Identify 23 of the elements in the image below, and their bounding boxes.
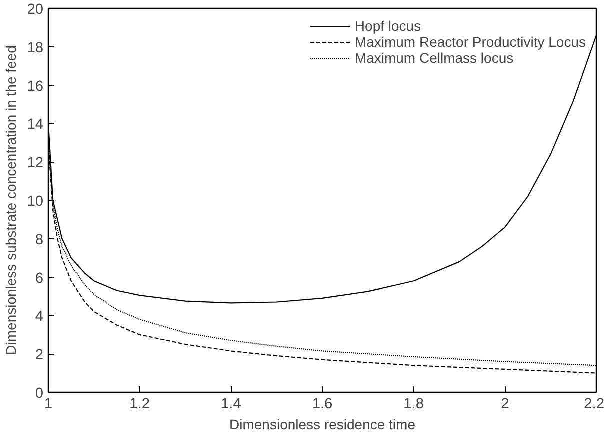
x-tick-label: 2.2 [584,396,604,412]
x-tick-label: 1.2 [130,396,150,412]
y-tick-label: 4 [35,309,44,326]
y-tick-label: 16 [27,78,44,95]
legend-label: Maximum Cellmass locus [354,50,514,66]
legend-label: Maximum Reactor Productivity Locus [354,34,586,50]
y-tick-label: 18 [27,40,44,56]
y-axis-title: Dimensionless substrate concentration in the feed [3,46,20,356]
y-tick-label: 8 [35,232,44,248]
y-tick-label: 12 [27,156,44,172]
y-tick-label: 10 [27,194,44,210]
y-tick-label: 0 [35,386,44,402]
x-tick-label: 2 [501,396,510,412]
y-tick-label: 6 [35,270,44,287]
y-tick-label: 20 [27,2,44,18]
x-axis-title: Dimensionless residence time [230,416,416,432]
x-tick-label: 1.8 [404,396,424,412]
x-tick-label: 1 [44,396,53,412]
x-tick-label: 1.4 [220,396,242,412]
y-tick-label: 2 [35,348,44,364]
x-tick-label: 1.6 [312,396,333,412]
y-tick-label: 14 [27,117,44,134]
legend-label: Hopf locus [354,18,422,34]
